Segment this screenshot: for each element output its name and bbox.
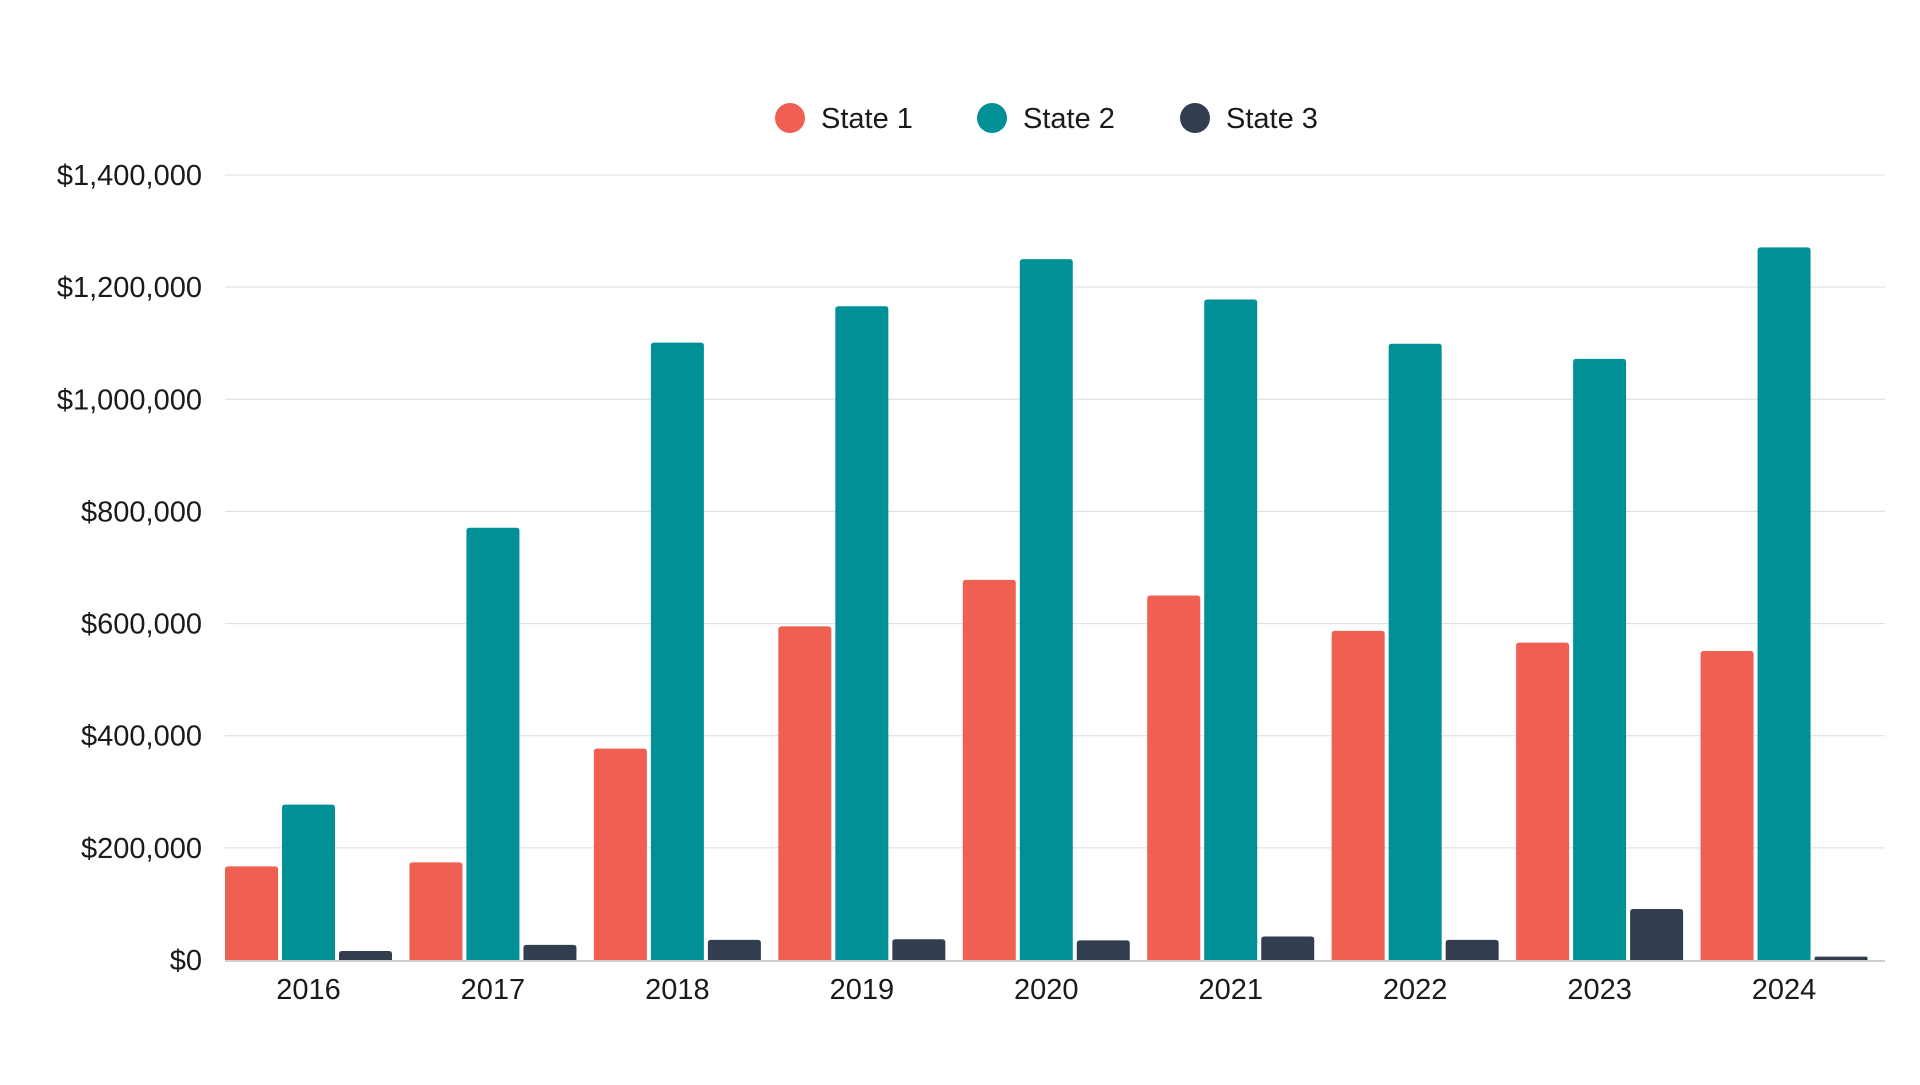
bar-state-2-2016: [282, 804, 335, 960]
bar-state-3-2024: [1814, 956, 1868, 960]
legend-item-state-1[interactable]: State 1: [775, 103, 913, 135]
y-tick-label: $0: [170, 945, 202, 977]
y-tick-label: $1,400,000: [57, 160, 202, 192]
legend-swatch: [1180, 103, 1210, 133]
bar-state-1-2024: [1700, 651, 1754, 960]
x-tick-label: 2024: [1752, 974, 1817, 1006]
bar-state-3-2020: [1076, 940, 1130, 960]
x-tick-label: 2018: [645, 974, 710, 1006]
legend: State 1 State 2 State 3: [775, 103, 1318, 135]
y-axis-ticks: $0 $200,000 $400,000 $600,000 $800,000 $1,000…: [57, 160, 202, 977]
bar-state-3-2016: [339, 951, 392, 960]
y-tick-label: $1,200,000: [57, 272, 202, 304]
legend-label: State 1: [821, 103, 913, 135]
x-axis-ticks: 2016 2017 2018 2019 2020 2021 2022 2023 2024: [276, 974, 1816, 1006]
bar-state-1-2022: [1331, 630, 1385, 960]
legend-swatch: [775, 103, 805, 133]
bar-state-1-2018: [593, 748, 647, 960]
bar-state-3-2018: [707, 939, 761, 960]
legend-item-state-2[interactable]: State 2: [977, 103, 1115, 135]
x-tick-label: 2021: [1198, 974, 1263, 1006]
y-tick-label: $600,000: [81, 609, 202, 641]
bar-state-3-2017: [523, 944, 577, 960]
bar-state-1-2019: [778, 626, 832, 960]
x-tick-label: 2019: [830, 974, 895, 1006]
x-tick-label: 2017: [461, 974, 526, 1006]
bar-state-1-2021: [1147, 595, 1201, 960]
x-tick-label: 2016: [276, 974, 341, 1006]
bars: [225, 247, 1868, 960]
legend-label: State 2: [1023, 103, 1115, 135]
bar-state-2-2021: [1204, 299, 1258, 960]
x-tick-label: 2023: [1567, 974, 1632, 1006]
bar-state-2-2022: [1388, 343, 1442, 960]
bar-state-2-2018: [650, 342, 704, 960]
bar-state-1-2023: [1516, 642, 1570, 960]
x-tick-label: 2020: [1014, 974, 1079, 1006]
bar-state-1-2020: [962, 579, 1016, 960]
bar-state-3-2021: [1261, 936, 1315, 960]
x-tick-label: 2022: [1383, 974, 1448, 1006]
legend-swatch: [977, 103, 1007, 133]
bar-state-2-2019: [835, 306, 889, 960]
bar-state-2-2020: [1019, 259, 1073, 960]
y-tick-label: $800,000: [81, 496, 202, 528]
y-tick-label: $400,000: [81, 721, 202, 753]
legend-item-state-3[interactable]: State 3: [1180, 103, 1318, 135]
bar-state-2-2023: [1573, 358, 1627, 960]
bar-state-3-2023: [1630, 908, 1684, 960]
bar-state-3-2019: [892, 939, 946, 960]
bar-state-1-2016: [225, 866, 278, 960]
bar-state-3-2022: [1445, 939, 1499, 960]
bar-state-2-2017: [466, 527, 520, 960]
y-tick-label: $200,000: [81, 833, 202, 865]
bar-state-2-2024: [1757, 247, 1811, 960]
bar-state-1-2017: [409, 862, 463, 960]
legend-label: State 3: [1226, 103, 1318, 135]
y-tick-label: $1,000,000: [57, 384, 202, 416]
